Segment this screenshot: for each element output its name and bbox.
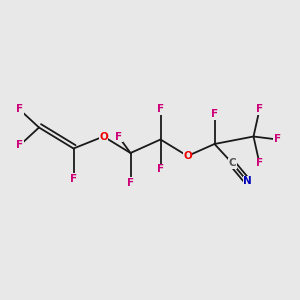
Text: O: O <box>183 151 192 161</box>
Text: F: F <box>115 131 122 142</box>
Text: F: F <box>16 140 23 151</box>
Text: F: F <box>157 104 164 115</box>
Text: F: F <box>16 104 23 115</box>
Text: F: F <box>256 158 263 169</box>
Text: F: F <box>211 109 218 119</box>
Text: F: F <box>70 173 77 184</box>
Text: N: N <box>243 176 252 187</box>
Text: C: C <box>229 158 236 169</box>
Text: F: F <box>157 164 164 175</box>
Text: O: O <box>99 131 108 142</box>
Text: F: F <box>256 104 263 115</box>
Text: F: F <box>127 178 134 188</box>
Text: F: F <box>274 134 281 145</box>
